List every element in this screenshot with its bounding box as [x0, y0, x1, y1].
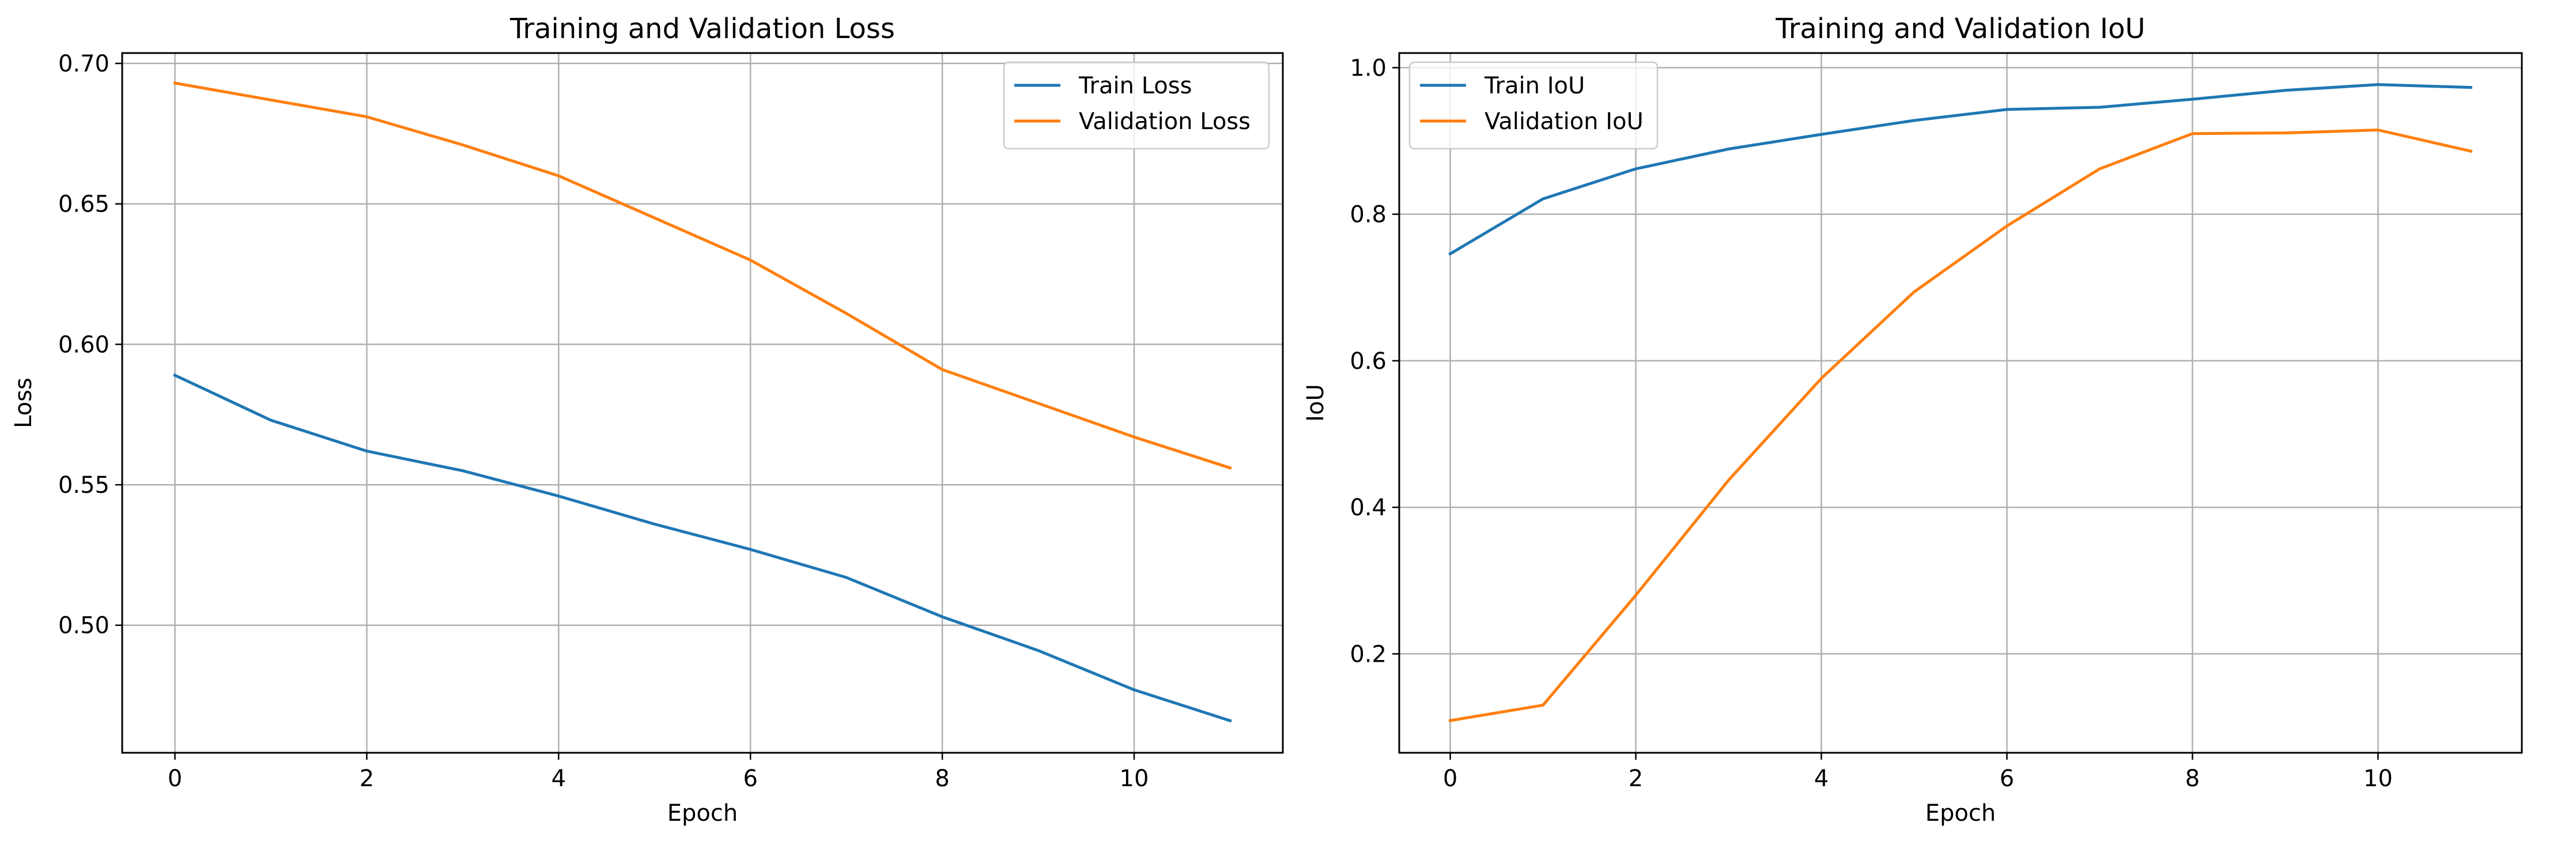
series-line-validation-iou — [1448, 129, 2473, 722]
x-tick-label: 2 — [1629, 765, 1643, 792]
legend: Train IoU Validation IoU — [1408, 61, 1659, 150]
y-axis-label: Loss — [10, 378, 37, 428]
y-tick-label: 0.8 — [1350, 202, 1387, 228]
legend-box — [1408, 61, 1659, 150]
y-tick-label: 0.6 — [1350, 348, 1387, 375]
y-tick-label: 0.70 — [58, 51, 109, 77]
series-line-train-loss — [173, 373, 1232, 723]
x-tick-label: 4 — [1814, 765, 1829, 792]
x-axis-label: Epoch — [1925, 800, 1996, 827]
x-tick-label: 10 — [2363, 765, 2393, 792]
x-tick-label: 10 — [1120, 765, 1149, 792]
x-tick-label: 6 — [743, 765, 757, 792]
series-line-train-iou — [1448, 83, 2473, 256]
legend-label: Train IoU — [1484, 73, 1585, 99]
x-tick-label: 0 — [168, 765, 182, 792]
legend-label: Validation IoU — [1485, 108, 1644, 135]
y-tick-label: 0.4 — [1350, 495, 1387, 521]
y-tick-label: 1.0 — [1350, 55, 1387, 81]
series-line-validation-loss — [173, 81, 1232, 470]
x-tick-label: 4 — [552, 765, 566, 792]
iou-chart: 0 2 4 6 8 10 0.2 0.4 0.6 0.8 1.0 Training and Valid… — [1302, 13, 2523, 827]
y-tick-label: 0.60 — [58, 331, 109, 358]
x-tick-label: 2 — [360, 765, 374, 792]
legend-label: Train Loss — [1078, 73, 1192, 99]
x-axis-label: Epoch — [667, 800, 738, 827]
x-tick-label: 0 — [1443, 765, 1457, 792]
y-tick-label: 0.55 — [58, 472, 109, 499]
x-tick-label: 8 — [935, 765, 949, 792]
x-tick-label: 6 — [2000, 765, 2014, 792]
y-axis-label: IoU — [1302, 384, 1329, 422]
plot-frame — [121, 52, 1284, 754]
y-tick-label: 0.65 — [58, 191, 109, 218]
chart-title: Training and Validation IoU — [1775, 13, 2145, 45]
legend-box — [1003, 61, 1270, 150]
legend: Train Loss Validation Loss — [1003, 61, 1270, 150]
loss-chart: 0 2 4 6 8 10 0.50 0.55 0.60 0.65 0.70 Training and … — [10, 13, 1284, 827]
y-tick-label: 0.50 — [58, 613, 109, 639]
x-tick-label: 8 — [2185, 765, 2200, 792]
legend-label: Validation Loss — [1079, 108, 1251, 135]
chart-title: Training and Validation Loss — [509, 13, 895, 45]
y-tick-label: 0.2 — [1350, 641, 1387, 667]
plot-frame — [1398, 52, 2523, 754]
